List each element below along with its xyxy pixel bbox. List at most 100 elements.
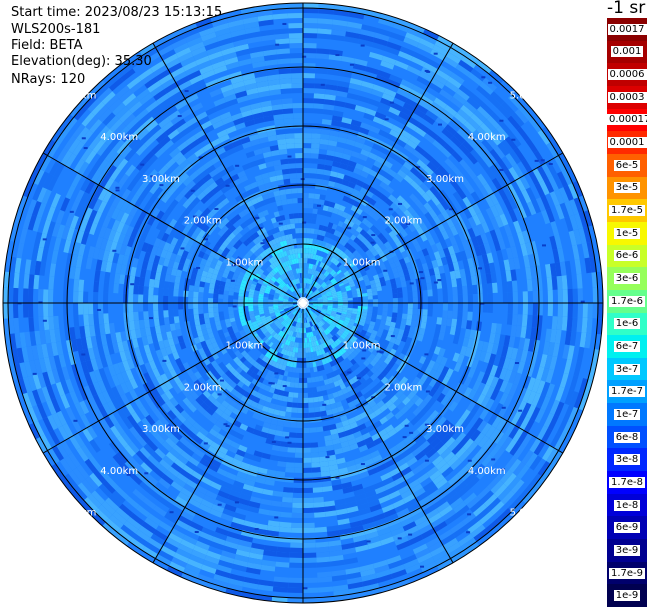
backscatter-cell [277, 420, 285, 427]
backscatter-cell [310, 248, 315, 255]
backscatter-cell [310, 253, 314, 259]
backscatter-cell [284, 285, 289, 290]
backscatter-cell [393, 327, 400, 334]
backscatter-cell [307, 342, 311, 348]
backscatter-cell [427, 303, 433, 310]
backscatter-cells [3, 3, 603, 603]
backscatter-cell [346, 165, 355, 173]
backscatter-cell [320, 281, 326, 287]
backscatter-cell [351, 188, 360, 197]
backscatter-cell [410, 320, 417, 327]
backscatter-cell [452, 303, 459, 312]
backscatter-cell [387, 257, 395, 265]
backscatter-cell [323, 169, 332, 176]
backscatter-cell [343, 174, 352, 182]
backscatter-cell [330, 402, 337, 410]
backscatter-cell [273, 304, 279, 307]
backscatter-cell [314, 290, 320, 295]
backscatter-cell [244, 219, 252, 227]
backscatter-cell [447, 262, 455, 272]
backscatter-cell [318, 153, 327, 160]
backscatter-cell [253, 292, 259, 296]
backscatter-cell [273, 282, 279, 287]
backscatter-cell [398, 270, 405, 278]
backscatter-cell [273, 190, 281, 197]
backscatter-cell [334, 340, 340, 346]
backscatter-cell [148, 294, 154, 303]
backscatter-cell [319, 338, 324, 345]
backscatter-cell [276, 546, 291, 553]
backscatter-cell [361, 312, 368, 317]
backscatter-cell [332, 297, 338, 300]
backscatter-cell [353, 362, 360, 370]
backscatter-cell [340, 286, 346, 291]
backscatter-cell [305, 253, 309, 259]
backscatter-cell [516, 314, 523, 326]
backscatter-cell [339, 273, 345, 279]
backscatter-cell [310, 309, 315, 314]
backscatter-cell [259, 233, 266, 241]
backscatter-cell [279, 275, 285, 281]
backscatter-cell [283, 303, 289, 306]
backscatter-cell [240, 376, 248, 384]
backscatter-cell [143, 311, 149, 320]
backscatter-cell [416, 226, 425, 236]
backscatter-cell [313, 335, 318, 342]
backscatter-cell [263, 198, 271, 205]
backscatter-cell [259, 365, 266, 373]
backscatter-cell [291, 292, 296, 297]
backscatter-cell [363, 265, 370, 272]
backscatter-cell [284, 334, 289, 340]
backscatter-cell [198, 308, 204, 314]
backscatter-cell [436, 317, 443, 325]
backscatter-cell [295, 306, 300, 310]
backscatter-cell [316, 328, 321, 335]
backscatter-cell [309, 268, 313, 275]
backscatter-cell [430, 244, 439, 253]
backscatter-cell [306, 306, 311, 311]
backscatter-cell [290, 325, 295, 332]
backscatter-cell [249, 313, 255, 318]
backscatter-cell [300, 288, 302, 294]
backscatter-cell [320, 332, 325, 338]
backscatter-cell [324, 231, 330, 238]
backscatter-cell [207, 202, 217, 212]
backscatter-cell [316, 277, 321, 283]
backscatter-cell [184, 243, 192, 253]
backscatter-cell [323, 324, 328, 330]
backscatter-cell [294, 316, 298, 322]
backscatter-cell [355, 347, 362, 354]
backscatter-cell [320, 348, 326, 355]
backscatter-cell [366, 370, 374, 378]
backscatter-cell [303, 442, 311, 448]
backscatter-cell [342, 309, 348, 313]
backscatter-cell [326, 211, 333, 218]
backscatter-cell [258, 415, 266, 422]
backscatter-cell [189, 223, 198, 233]
backscatter-cell [319, 364, 325, 371]
backscatter-cell [338, 282, 345, 287]
backscatter-cell [377, 365, 385, 374]
backscatter-cell [305, 347, 309, 353]
backscatter-cell [372, 291, 378, 296]
backscatter-cell [185, 385, 195, 395]
backscatter-cell [232, 228, 240, 236]
backscatter-cell [133, 285, 139, 295]
backscatter-cell [287, 158, 296, 164]
backscatter-cell [325, 290, 332, 295]
backscatter-cell [298, 377, 303, 383]
backscatter-cell [317, 303, 323, 306]
backscatter-cell [512, 291, 518, 303]
backscatter-cell [315, 239, 320, 246]
backscatter-cell [250, 283, 257, 288]
backscatter-cell [309, 178, 317, 184]
backscatter-cell [271, 414, 280, 421]
backscatter-cell [367, 292, 373, 297]
backscatter-cell [300, 347, 303, 353]
backscatter-cell [385, 320, 392, 327]
backscatter-cell [285, 219, 291, 225]
backscatter-cell [296, 173, 303, 179]
backscatter-cell [258, 309, 264, 313]
backscatter-cell [275, 346, 281, 353]
backscatter-cell [316, 426, 324, 433]
